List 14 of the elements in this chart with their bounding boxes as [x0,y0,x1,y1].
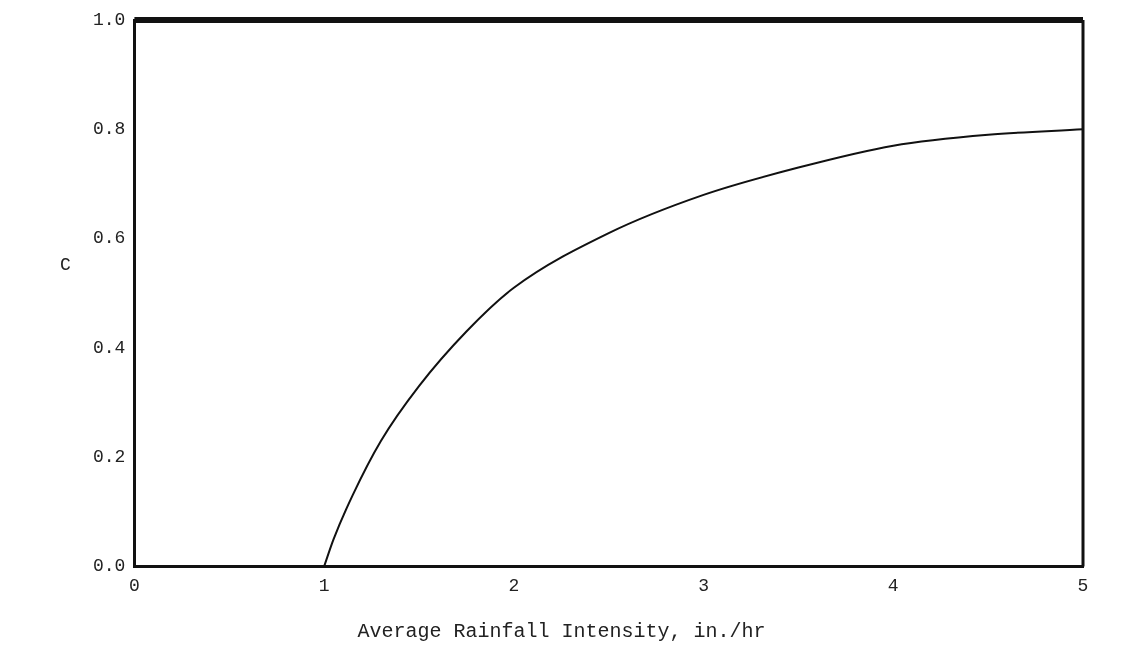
y-tick-label: 1.0 [93,9,126,30]
x-tick-label: 0 [129,575,140,596]
y-tick-label: 0.4 [93,337,126,358]
y-tick-label: 0.0 [93,556,126,577]
x-tick-label: 1 [318,575,330,596]
y-tick-label: 0.6 [93,228,126,249]
x-tick-label: 4 [887,575,899,596]
x-tick-label: 3 [698,575,709,596]
x-tick-label: 2 [508,575,520,596]
x-tick-label: 5 [1077,575,1089,596]
x-axis-title: Average Rainfall Intensity, in./hr [356,620,767,643]
y-tick-label: 0.2 [93,446,126,467]
y-axis-title: C [60,255,71,275]
y-tick-label: 0.8 [93,119,126,140]
